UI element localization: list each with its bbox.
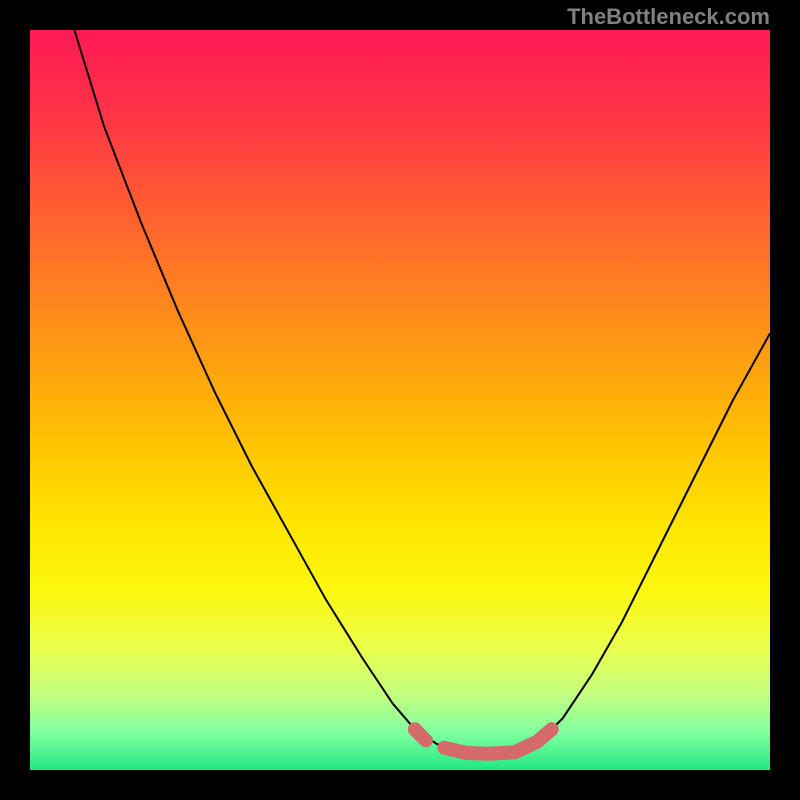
highlight-segment-0 [415, 729, 426, 740]
watermark-label: TheBottleneck.com [567, 4, 770, 30]
plot-svg [0, 0, 800, 800]
plot-background [30, 30, 770, 770]
bottleneck-chart: TheBottleneck.com [0, 0, 800, 800]
